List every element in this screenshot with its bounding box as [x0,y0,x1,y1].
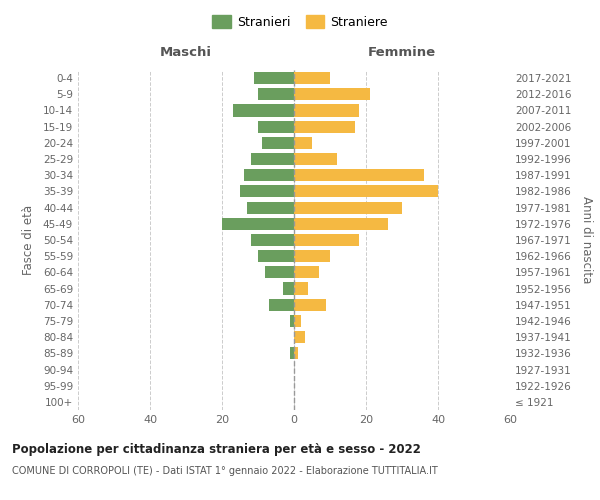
Bar [290,315,294,327]
Bar [294,266,319,278]
Bar [240,186,294,198]
Bar [262,137,294,149]
Bar [294,137,312,149]
Bar [294,202,402,213]
Bar [294,186,438,198]
Text: Maschi: Maschi [160,46,212,59]
Bar [290,348,294,360]
Bar [258,88,294,101]
Bar [283,282,294,294]
Bar [265,266,294,278]
Y-axis label: Fasce di età: Fasce di età [22,205,35,275]
Bar [294,153,337,165]
Bar [244,169,294,181]
Text: COMUNE DI CORROPOLI (TE) - Dati ISTAT 1° gennaio 2022 - Elaborazione TUTTITALIA.: COMUNE DI CORROPOLI (TE) - Dati ISTAT 1°… [12,466,438,476]
Bar [233,104,294,117]
Bar [258,250,294,262]
Bar [294,298,326,311]
Bar [294,234,359,246]
Bar [294,348,298,360]
Bar [258,120,294,132]
Bar [294,331,305,343]
Y-axis label: Anni di nascita: Anni di nascita [580,196,593,284]
Bar [294,104,359,117]
Bar [222,218,294,230]
Legend: Stranieri, Straniere: Stranieri, Straniere [208,11,392,32]
Bar [247,202,294,213]
Bar [294,169,424,181]
Text: Popolazione per cittadinanza straniera per età e sesso - 2022: Popolazione per cittadinanza straniera p… [12,442,421,456]
Bar [294,88,370,101]
Bar [294,218,388,230]
Text: Femmine: Femmine [368,46,436,59]
Bar [251,234,294,246]
Bar [251,153,294,165]
Bar [254,72,294,84]
Bar [269,298,294,311]
Bar [294,250,330,262]
Bar [294,315,301,327]
Bar [294,282,308,294]
Bar [294,120,355,132]
Bar [294,72,330,84]
